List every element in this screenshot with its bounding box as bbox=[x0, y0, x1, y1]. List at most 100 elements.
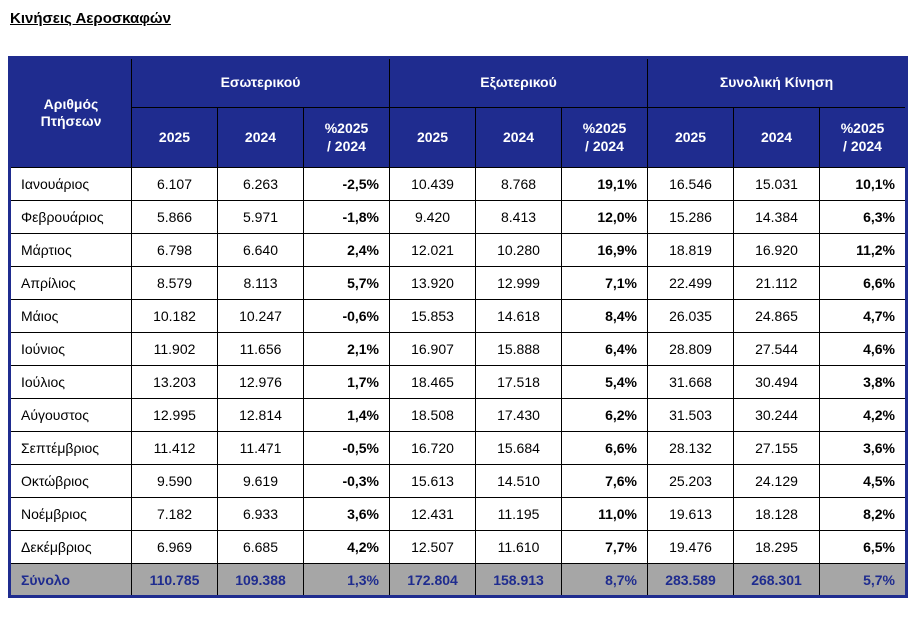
page-title: Κινήσεις Αεροσκαφών bbox=[10, 10, 171, 27]
total-value-cell: 110.785 bbox=[131, 563, 218, 597]
group-header-row: Αριθμός Πτήσεων Εσωτερικού Εξωτερικού Συ… bbox=[9, 57, 908, 168]
value-cell: 16.907 bbox=[389, 332, 477, 366]
percent-cell: 4,2% bbox=[819, 398, 908, 432]
percent-cell: 11,0% bbox=[561, 497, 649, 531]
value-cell: 27.155 bbox=[733, 431, 821, 465]
value-cell: 15.888 bbox=[475, 332, 563, 366]
value-cell: 14.618 bbox=[475, 299, 563, 333]
sub-header-domestic-year-2024: 2024 bbox=[217, 107, 304, 168]
percent-cell: 3,8% bbox=[819, 365, 908, 399]
value-cell: 26.035 bbox=[647, 299, 735, 333]
group-header-domestic: Εσωτερικού bbox=[130, 57, 391, 108]
value-cell: 11.902 bbox=[131, 332, 218, 366]
table-row: Φεβρουάριος 5.866 5.971 -1,8% 9.420 8.413 12,0… bbox=[9, 200, 908, 234]
percent-cell: 6,3% bbox=[819, 200, 908, 234]
group-header-international: Εξωτερικού bbox=[389, 57, 649, 108]
value-cell: 15.031 bbox=[733, 167, 821, 201]
percent-cell: -0,6% bbox=[302, 299, 391, 333]
value-cell: 24.129 bbox=[733, 464, 821, 498]
group-header-total-movement: Συνολική Κίνηση bbox=[647, 57, 908, 108]
percent-cell: 5,7% bbox=[302, 266, 391, 300]
value-cell: 6.263 bbox=[217, 167, 304, 201]
value-cell: 18.295 bbox=[733, 530, 821, 564]
value-cell: 15.613 bbox=[389, 464, 477, 498]
value-cell: 11.471 bbox=[217, 431, 304, 465]
value-cell: 14.510 bbox=[475, 464, 563, 498]
sub-header-total-pct-change: %2025 / 2024 bbox=[819, 107, 908, 168]
month-label: Μάρτιος bbox=[9, 233, 132, 267]
value-cell: 6.969 bbox=[131, 530, 218, 564]
percent-cell: 12,0% bbox=[561, 200, 649, 234]
percent-cell: 6,4% bbox=[561, 332, 649, 366]
sub-header-international-year-2025: 2025 bbox=[389, 107, 477, 168]
table-row: Ιούλιος 13.203 12.976 1,7% 18.465 17.518 5,4% 3… bbox=[9, 365, 908, 399]
value-cell: 30.494 bbox=[733, 365, 821, 399]
table-row: Απρίλιος 8.579 8.113 5,7% 13.920 12.999 7,1% 22… bbox=[9, 266, 908, 300]
value-cell: 13.203 bbox=[131, 365, 218, 399]
total-value-cell: 172.804 bbox=[389, 563, 477, 597]
percent-cell: 3,6% bbox=[302, 497, 391, 531]
value-cell: 10.182 bbox=[131, 299, 218, 333]
percent-cell: 6,2% bbox=[561, 398, 649, 432]
value-cell: 19.613 bbox=[647, 497, 735, 531]
percent-cell: 19,1% bbox=[561, 167, 649, 201]
month-label: Φεβρουάριος bbox=[9, 200, 132, 234]
percent-cell: 1,4% bbox=[302, 398, 391, 432]
value-cell: 24.865 bbox=[733, 299, 821, 333]
value-cell: 12.814 bbox=[217, 398, 304, 432]
month-label: Οκτώβριος bbox=[9, 464, 132, 498]
value-cell: 6.640 bbox=[217, 233, 304, 267]
value-cell: 12.021 bbox=[389, 233, 477, 267]
percent-cell: 11,2% bbox=[819, 233, 908, 267]
table-row: Νοέμβριος 7.182 6.933 3,6% 12.431 11.195 11,0%… bbox=[9, 497, 908, 531]
value-cell: 11.412 bbox=[131, 431, 218, 465]
percent-cell: 7,1% bbox=[561, 266, 649, 300]
value-cell: 25.203 bbox=[647, 464, 735, 498]
value-cell: 10.247 bbox=[217, 299, 304, 333]
value-cell: 6.933 bbox=[217, 497, 304, 531]
month-label: Δεκέμβριος bbox=[9, 530, 132, 564]
value-cell: 12.507 bbox=[389, 530, 477, 564]
sub-header-row: 2025 2024 %2025 / 2024 2025 2024 %2025 / 2024… bbox=[10, 107, 908, 168]
sub-header-total-year-2025: 2025 bbox=[647, 107, 735, 168]
percent-cell: -0,5% bbox=[302, 431, 391, 465]
total-percent-cell: 5,7% bbox=[819, 563, 908, 597]
aircraft-movements-table: Αριθμός Πτήσεων Εσωτερικού Εξωτερικού Συ… bbox=[8, 56, 909, 598]
total-value-cell: 109.388 bbox=[217, 563, 304, 597]
value-cell: 31.503 bbox=[647, 398, 735, 432]
percent-cell: -2,5% bbox=[302, 167, 391, 201]
value-cell: 5.866 bbox=[131, 200, 218, 234]
value-cell: 21.112 bbox=[733, 266, 821, 300]
percent-cell: 7,6% bbox=[561, 464, 649, 498]
value-cell: 8.113 bbox=[217, 266, 304, 300]
value-cell: 11.656 bbox=[217, 332, 304, 366]
percent-cell: 10,1% bbox=[819, 167, 908, 201]
value-cell: 6.685 bbox=[217, 530, 304, 564]
value-cell: 11.195 bbox=[475, 497, 563, 531]
total-value-cell: 283.589 bbox=[647, 563, 735, 597]
percent-cell: 8,4% bbox=[561, 299, 649, 333]
table-row: Ιούνιος 11.902 11.656 2,1% 16.907 15.888 6,4% 2… bbox=[9, 332, 908, 366]
percent-cell: 5,4% bbox=[561, 365, 649, 399]
value-cell: 6.107 bbox=[131, 167, 218, 201]
month-label: Ιανουάριος bbox=[9, 167, 132, 201]
value-cell: 15.853 bbox=[389, 299, 477, 333]
month-label: Αύγουστος bbox=[9, 398, 132, 432]
table-row: Μάρτιος 6.798 6.640 2,4% 12.021 10.280 16,9% 18… bbox=[9, 233, 908, 267]
percent-cell: 3,6% bbox=[819, 431, 908, 465]
percent-cell: 6,6% bbox=[561, 431, 649, 465]
percent-cell: -1,8% bbox=[302, 200, 391, 234]
value-cell: 13.920 bbox=[389, 266, 477, 300]
value-cell: 12.431 bbox=[389, 497, 477, 531]
value-cell: 18.819 bbox=[647, 233, 735, 267]
percent-cell: 7,7% bbox=[561, 530, 649, 564]
percent-cell: 2,1% bbox=[302, 332, 391, 366]
percent-cell: 6,6% bbox=[819, 266, 908, 300]
total-percent-cell: 8,7% bbox=[561, 563, 649, 597]
value-cell: 12.999 bbox=[475, 266, 563, 300]
percent-cell: 4,2% bbox=[302, 530, 391, 564]
value-cell: 18.128 bbox=[733, 497, 821, 531]
percent-cell: 4,7% bbox=[819, 299, 908, 333]
percent-cell: 6,5% bbox=[819, 530, 908, 564]
sub-header-international-pct-change: %2025 / 2024 bbox=[561, 107, 649, 168]
